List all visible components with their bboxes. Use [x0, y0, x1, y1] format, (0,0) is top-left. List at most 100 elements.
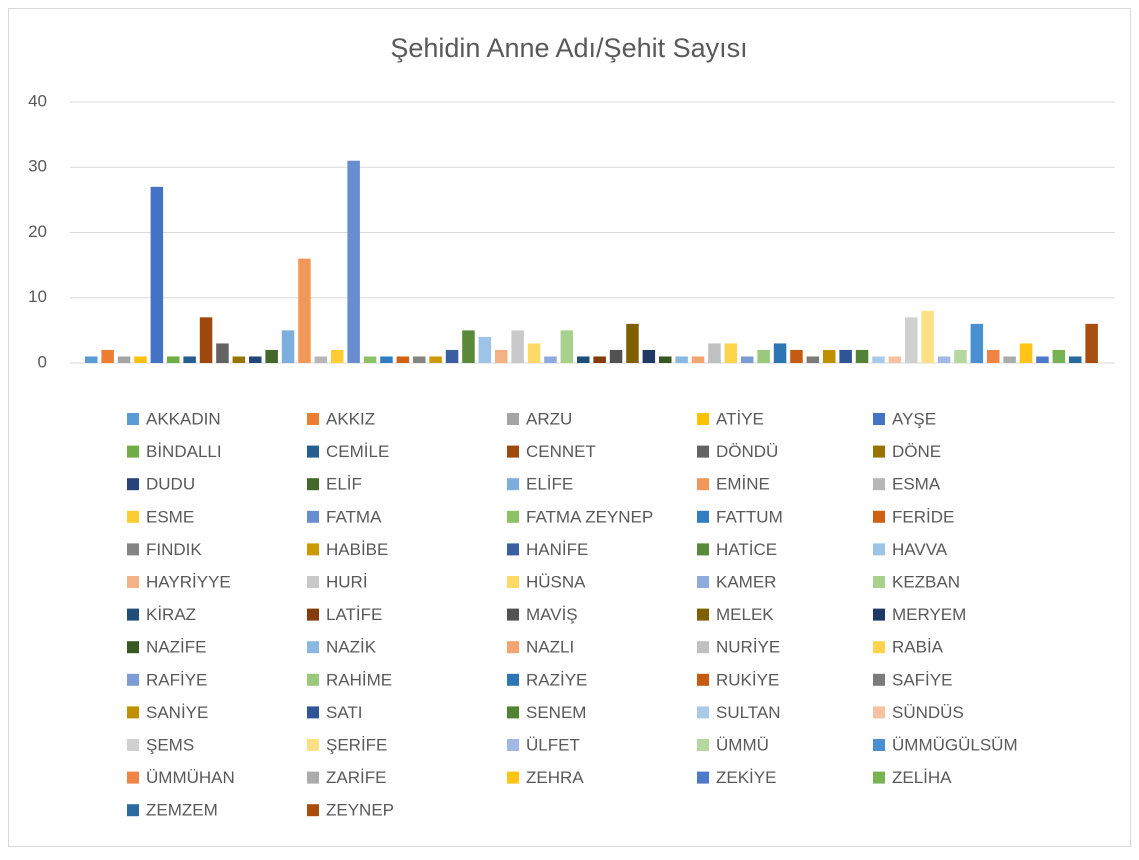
- legend-label: KAMER: [716, 572, 776, 591]
- bar: [216, 343, 229, 363]
- bar: [888, 356, 902, 363]
- legend-label: ELİFE: [526, 475, 573, 494]
- legend-swatch: [507, 478, 519, 491]
- legend-swatch: [307, 478, 319, 491]
- legend-swatch: [127, 706, 139, 719]
- bar: [331, 349, 344, 363]
- legend-label: ZEMZEM: [146, 801, 218, 820]
- legend-swatch: [697, 478, 709, 491]
- legend-label: ÜMMÜ: [716, 735, 769, 754]
- legend-swatch: [127, 576, 139, 588]
- legend-label: ELİF: [326, 475, 362, 494]
- legend-label: FATTUM: [716, 507, 783, 526]
- legend-swatch: [873, 478, 885, 491]
- legend-swatch: [127, 739, 139, 751]
- legend-label: FATMA: [326, 507, 382, 526]
- legend-swatch: [507, 771, 519, 784]
- legend-label: MERYEM: [892, 605, 966, 624]
- legend-swatch: [127, 608, 139, 621]
- legend-swatch: [873, 673, 885, 686]
- bar: [708, 343, 721, 363]
- bar: [691, 356, 705, 363]
- legend-swatch: [697, 706, 709, 719]
- legend-swatch: [507, 413, 519, 425]
- bar: [183, 356, 196, 363]
- bar: [609, 349, 623, 363]
- y-tick-label: 0: [38, 352, 47, 371]
- chart-title: Şehidin Anne Adı/Şehit Sayısı: [390, 33, 747, 63]
- legend-label: ŞERİFE: [326, 735, 387, 754]
- legend-swatch: [873, 445, 885, 458]
- bar: [265, 349, 278, 363]
- bar: [462, 330, 475, 363]
- bar: [101, 349, 114, 363]
- legend-swatch: [697, 576, 709, 588]
- legend-swatch: [127, 478, 139, 491]
- legend-label: MELEK: [716, 605, 774, 624]
- bar: [675, 356, 688, 363]
- legend-swatch: [873, 771, 885, 784]
- bar: [724, 343, 738, 363]
- bar: [232, 356, 246, 363]
- bar: [363, 356, 377, 363]
- legend-label: HÜSNA: [526, 572, 586, 591]
- y-tick-label: 40: [28, 91, 47, 110]
- legend-swatch: [873, 576, 885, 588]
- legend-swatch: [307, 576, 319, 588]
- legend-label: SATI: [326, 703, 363, 722]
- legend-swatch: [307, 510, 319, 523]
- legend-swatch: [307, 739, 319, 751]
- bar: [839, 349, 852, 363]
- legend-swatch: [127, 445, 139, 458]
- bar: [1003, 356, 1016, 363]
- bar: [495, 349, 508, 363]
- legend-label: FERİDE: [892, 507, 954, 526]
- legend-label: HAVVA: [892, 540, 948, 559]
- legend-label: HAYRİYYE: [146, 572, 231, 591]
- legend-label: SULTAN: [716, 703, 781, 722]
- bar: [511, 330, 524, 363]
- legend-label: DÖNE: [892, 442, 941, 461]
- legend-swatch: [307, 608, 319, 621]
- legend-label: KEZBAN: [892, 572, 960, 591]
- legend-swatch: [127, 413, 139, 425]
- legend-label: RABİA: [892, 638, 944, 657]
- legend-label: HABİBE: [326, 540, 388, 559]
- legend-label: NAZLI: [526, 638, 574, 657]
- legend-label: ZELİHA: [892, 768, 952, 787]
- legend-swatch: [507, 673, 519, 686]
- legend-label: HANİFE: [526, 540, 588, 559]
- legend-swatch: [307, 413, 319, 425]
- legend-label: EMİNE: [716, 475, 770, 494]
- bar: [544, 356, 557, 363]
- bar: [167, 356, 180, 363]
- bar: [429, 356, 442, 363]
- bar: [150, 186, 164, 363]
- legend-label: DÖNDÜ: [716, 442, 778, 461]
- legend-label: ESMA: [892, 475, 941, 494]
- bar: [954, 349, 967, 363]
- legend-swatch: [697, 543, 709, 556]
- bar: [577, 356, 590, 363]
- legend-label: ATİYE: [716, 409, 764, 428]
- legend-label: ZEYNEP: [326, 801, 394, 820]
- bar: [921, 310, 934, 363]
- bar: [823, 349, 836, 363]
- bar: [1069, 356, 1082, 363]
- legend-swatch: [697, 608, 709, 621]
- legend-swatch: [873, 510, 885, 523]
- legend-swatch: [873, 706, 885, 719]
- legend-swatch: [697, 739, 709, 751]
- bar: [1019, 343, 1033, 363]
- bar: [1036, 356, 1049, 363]
- bar: [937, 356, 951, 363]
- legend-label: NAZİK: [326, 638, 377, 657]
- legend-label: BİNDALLI: [146, 442, 222, 461]
- legend-swatch: [873, 543, 885, 556]
- bar: [790, 349, 803, 363]
- legend-swatch: [873, 413, 885, 425]
- legend-swatch: [307, 706, 319, 719]
- bar: [626, 323, 639, 363]
- bar: [872, 356, 885, 363]
